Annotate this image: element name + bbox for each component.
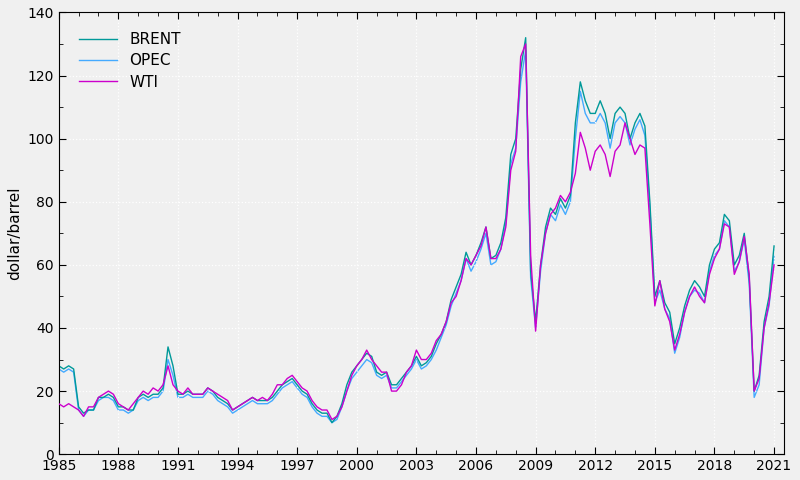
WTI <box>59 404 69 410</box>
WTI <box>770 262 779 268</box>
Line: BRENT: BRENT <box>58 38 774 423</box>
BRENT <box>89 407 98 413</box>
OPEC <box>606 145 615 151</box>
OPEC <box>471 259 481 264</box>
WTI <box>521 41 530 47</box>
WTI <box>54 401 63 407</box>
BRENT <box>730 262 739 268</box>
OPEC <box>59 369 69 375</box>
OPEC <box>625 142 634 148</box>
WTI <box>730 272 739 277</box>
Legend: BRENT, OPEC, WTI: BRENT, OPEC, WTI <box>66 20 193 102</box>
BRENT <box>606 136 615 142</box>
OPEC <box>730 268 739 274</box>
OPEC <box>770 252 779 258</box>
WTI <box>625 136 634 142</box>
BRENT <box>327 420 337 426</box>
BRENT <box>770 243 779 249</box>
BRENT <box>59 366 69 372</box>
OPEC <box>89 407 98 413</box>
Y-axis label: dollar/barrel: dollar/barrel <box>7 187 22 280</box>
Line: OPEC: OPEC <box>58 50 774 423</box>
WTI <box>606 174 615 180</box>
BRENT <box>625 136 634 142</box>
Line: WTI: WTI <box>58 44 774 420</box>
BRENT <box>471 252 481 258</box>
WTI <box>89 404 98 410</box>
OPEC <box>327 420 337 426</box>
WTI <box>471 252 481 258</box>
OPEC <box>521 48 530 53</box>
WTI <box>327 417 337 422</box>
BRENT <box>521 35 530 41</box>
BRENT <box>54 363 63 369</box>
OPEC <box>54 366 63 372</box>
